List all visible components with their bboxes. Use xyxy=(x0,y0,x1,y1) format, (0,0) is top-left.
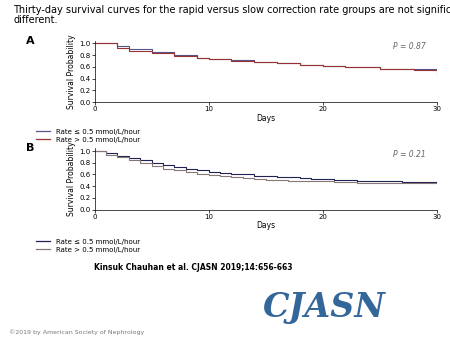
Text: P = 0.87: P = 0.87 xyxy=(393,42,426,51)
Text: ©2019 by American Society of Nephrology: ©2019 by American Society of Nephrology xyxy=(9,329,144,335)
Text: A: A xyxy=(26,35,35,46)
Text: Thirty-day survival curves for the rapid versus slow correction rate groups are : Thirty-day survival curves for the rapid… xyxy=(14,5,450,15)
Text: B: B xyxy=(26,143,35,153)
Text: different.: different. xyxy=(14,15,58,25)
Text: P = 0.21: P = 0.21 xyxy=(393,150,426,159)
Y-axis label: Survival Probability: Survival Probability xyxy=(68,142,76,216)
Legend: Rate ≤ 0.5 mmol/L/hour, Rate > 0.5 mmol/L/hour: Rate ≤ 0.5 mmol/L/hour, Rate > 0.5 mmol/… xyxy=(36,239,140,252)
Y-axis label: Survival Probability: Survival Probability xyxy=(68,34,76,108)
X-axis label: Days: Days xyxy=(256,221,275,230)
Text: CJASN: CJASN xyxy=(262,291,386,324)
Text: Kinsuk Chauhan et al. CJASN 2019;14:656-663: Kinsuk Chauhan et al. CJASN 2019;14:656-… xyxy=(94,263,293,272)
X-axis label: Days: Days xyxy=(256,114,275,123)
Legend: Rate ≤ 0.5 mmol/L/hour, Rate > 0.5 mmol/L/hour: Rate ≤ 0.5 mmol/L/hour, Rate > 0.5 mmol/… xyxy=(36,129,140,143)
